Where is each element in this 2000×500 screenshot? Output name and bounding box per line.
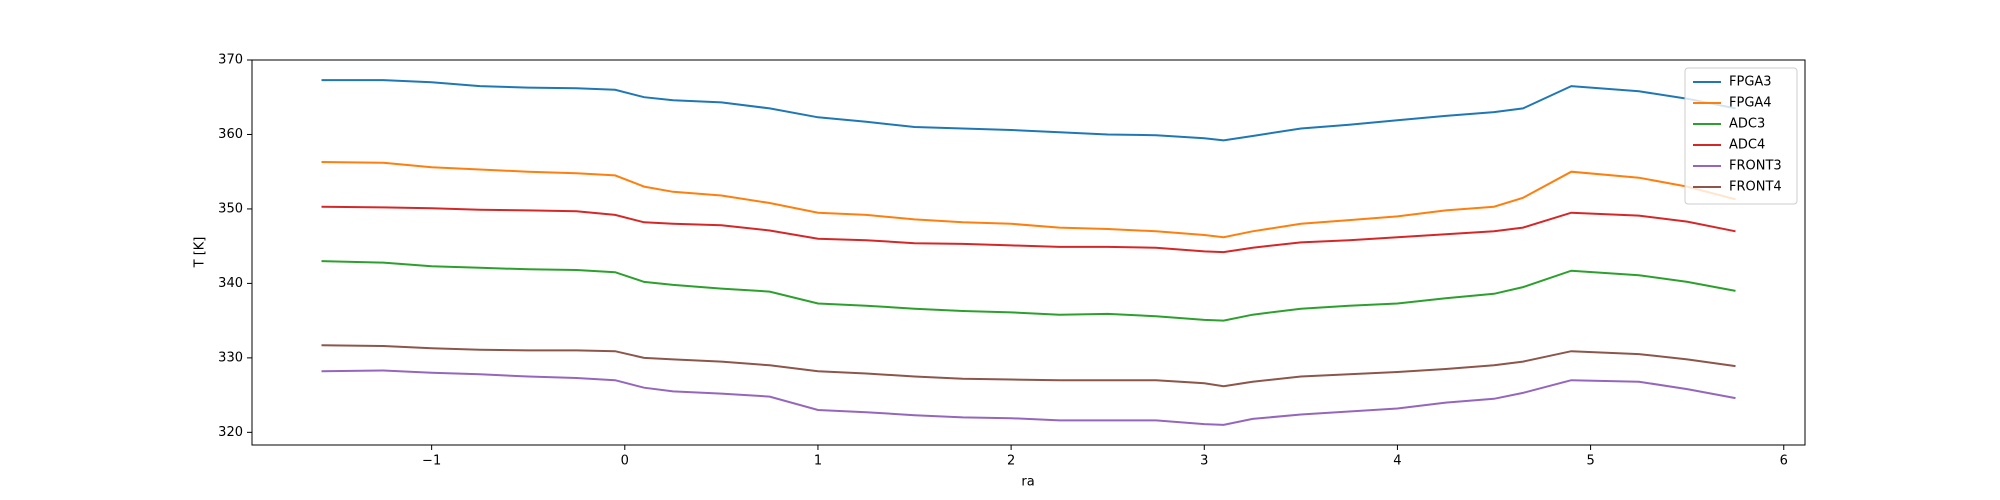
y-tick-label: 330 — [218, 350, 243, 365]
x-tick-label: 1 — [814, 454, 822, 469]
data-line — [321, 344, 1736, 388]
data-line — [321, 260, 1736, 322]
y-tick-label: 320 — [218, 425, 243, 440]
y-tick-label: 350 — [218, 201, 243, 216]
data-line — [321, 161, 1736, 239]
x-tick-label: 0 — [621, 454, 629, 469]
legend-label: FPGA4 — [1729, 96, 1772, 111]
y-tick-label: 370 — [218, 53, 243, 68]
legend-label: FRONT3 — [1729, 159, 1782, 174]
y-tick-label: 360 — [218, 127, 243, 142]
data-line — [321, 79, 1736, 142]
legend-label: FPGA3 — [1729, 75, 1772, 90]
data-line — [321, 205, 1736, 254]
x-tick-label: −1 — [422, 454, 441, 469]
x-tick-label: 4 — [1393, 454, 1401, 469]
y-axis-label: T [K] — [193, 237, 208, 269]
x-tick-label: 5 — [1586, 454, 1594, 469]
data-line — [321, 369, 1736, 426]
legend-label: ADC3 — [1729, 117, 1765, 132]
legend-label: ADC4 — [1729, 138, 1765, 153]
x-tick-label: 2 — [1007, 454, 1015, 469]
x-tick-label: 6 — [1780, 454, 1788, 469]
legend-label: FRONT4 — [1729, 180, 1782, 195]
plot-frame — [251, 59, 1806, 446]
x-tick-label: 3 — [1200, 454, 1208, 469]
y-tick-label: 340 — [218, 276, 243, 291]
x-axis-label: ra — [1021, 475, 1034, 490]
